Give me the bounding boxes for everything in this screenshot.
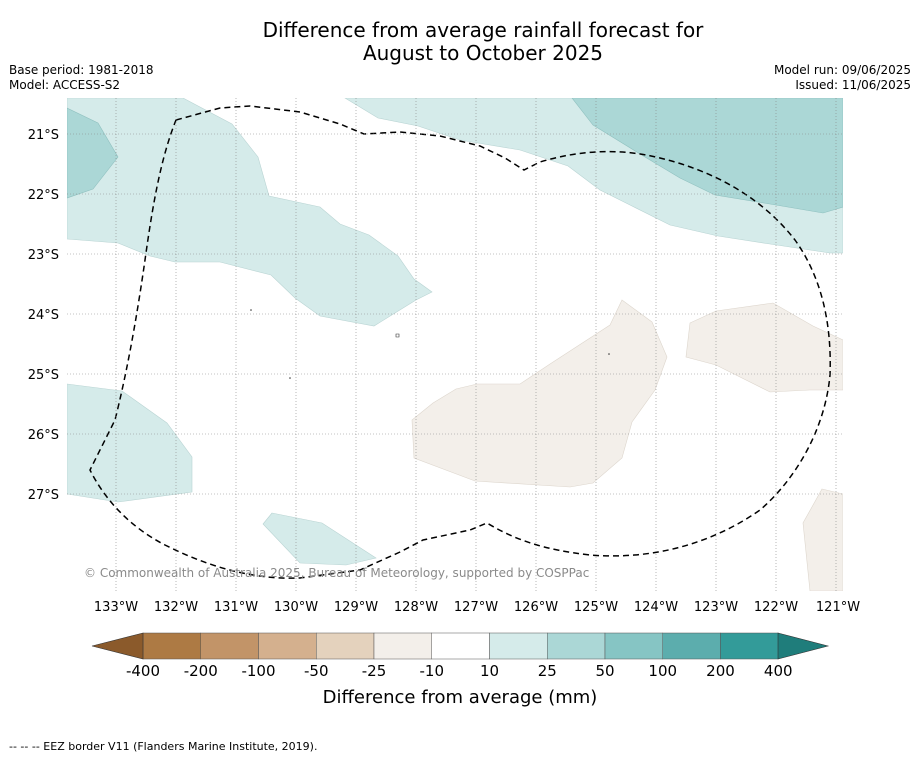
meta-right: Model run: 09/06/2025 Issued: 11/06/2025 bbox=[774, 63, 911, 93]
region-minus10-25mm-southeast bbox=[802, 488, 843, 591]
colorbar-segment bbox=[258, 632, 317, 660]
colorbar-segment bbox=[431, 632, 490, 660]
meta-left: Base period: 1981-2018 Model: ACCESS-S2 bbox=[9, 63, 154, 93]
region-10-25mm-north bbox=[67, 98, 433, 327]
lon-label: 121°W bbox=[816, 600, 860, 615]
colorbar-segment bbox=[489, 632, 548, 660]
lat-label: 25°S bbox=[28, 368, 59, 383]
eez-border bbox=[89, 105, 831, 579]
colorbar-segment bbox=[662, 632, 721, 660]
lon-label: 131°W bbox=[214, 600, 258, 615]
lat-label: 27°S bbox=[28, 488, 59, 503]
colorbar-tick-label: -25 bbox=[362, 662, 387, 680]
speck bbox=[395, 333, 400, 338]
lon-label: 123°W bbox=[694, 600, 738, 615]
speck bbox=[608, 353, 610, 355]
colorbar-segment bbox=[200, 632, 259, 660]
colorbar-segment bbox=[316, 632, 375, 660]
model-run-text: Model run: 09/06/2025 bbox=[773, 63, 911, 77]
colorbar-tick-label: -200 bbox=[184, 662, 218, 680]
colorbar-segment bbox=[720, 632, 779, 660]
title-line-2: August to October 2025 bbox=[362, 41, 604, 65]
model-text: Model: ACCESS-S2 bbox=[9, 78, 121, 92]
colorbar-segment bbox=[604, 632, 663, 660]
colorbar: -400 -200 -100 -50 -25 -10 10 25 50 100 200 400 Dif… bbox=[91, 632, 830, 708]
colorbar-under-arrow bbox=[91, 632, 144, 660]
base-period-text: Base period: 1981-2018 bbox=[9, 63, 154, 77]
colorbar-ticks: -400 -200 -100 -50 -25 -10 10 25 50 100 200 400 bbox=[126, 662, 793, 680]
colorbar-over-arrow bbox=[777, 632, 830, 660]
lat-labels: 21°S 22°S 23°S 24°S 25°S 26°S 27°S bbox=[28, 128, 59, 503]
region-minus10-25mm-center bbox=[411, 299, 668, 488]
lon-label: 129°W bbox=[334, 600, 378, 615]
lon-label: 132°W bbox=[154, 600, 198, 615]
region-25-50mm-northeast bbox=[571, 98, 843, 214]
lon-labels: 133°W 132°W 131°W 130°W 129°W 128°W 127°… bbox=[94, 600, 860, 615]
region-minus10-25mm-east bbox=[685, 302, 843, 393]
copyright-text: © Commonwealth of Australia 2025, Bureau… bbox=[84, 566, 589, 580]
speck bbox=[250, 309, 252, 311]
lon-label: 124°W bbox=[634, 600, 678, 615]
map-title: Difference from average rainfall forecas… bbox=[0, 19, 919, 65]
region-10-25mm-west bbox=[67, 383, 193, 503]
colorbar-tick-label: 50 bbox=[595, 662, 614, 680]
eez-legend-text: -- -- -- EEZ border V11 (Flanders Marine… bbox=[9, 740, 318, 753]
speck bbox=[289, 377, 291, 379]
lon-label: 126°W bbox=[514, 600, 558, 615]
region-25-50mm-northwest bbox=[67, 107, 119, 199]
colorbar-segment bbox=[547, 632, 606, 660]
lon-label: 127°W bbox=[454, 600, 498, 615]
colorbar-tick-label: -50 bbox=[304, 662, 329, 680]
colorbar-tick-label: 10 bbox=[480, 662, 499, 680]
lat-label: 21°S bbox=[28, 128, 59, 143]
lat-label: 22°S bbox=[28, 188, 59, 203]
lat-label: 24°S bbox=[28, 308, 59, 323]
region-10-25mm-south bbox=[262, 512, 377, 566]
colorbar-tick-label: 100 bbox=[648, 662, 677, 680]
colorbar-boxes bbox=[142, 632, 779, 660]
lon-label: 128°W bbox=[394, 600, 438, 615]
colorbar-tick-label: 200 bbox=[706, 662, 735, 680]
graticule bbox=[67, 98, 843, 591]
issued-text: Issued: 11/06/2025 bbox=[795, 78, 911, 92]
lon-label: 133°W bbox=[94, 600, 138, 615]
colorbar-label: Difference from average (mm) bbox=[323, 687, 598, 708]
colorbar-segment bbox=[373, 632, 432, 660]
lat-label: 26°S bbox=[28, 428, 59, 443]
colorbar-tick-label: 400 bbox=[764, 662, 793, 680]
lon-label: 125°W bbox=[574, 600, 618, 615]
lon-label: 130°W bbox=[274, 600, 318, 615]
colorbar-segment bbox=[142, 632, 201, 660]
map-plot-area: © Commonwealth of Australia 2025, Bureau… bbox=[67, 98, 843, 591]
title-line-1: Difference from average rainfall forecas… bbox=[262, 18, 704, 42]
colorbar-tick-label: 25 bbox=[538, 662, 557, 680]
lon-label: 122°W bbox=[754, 600, 798, 615]
colorbar-tick-label: -10 bbox=[420, 662, 445, 680]
lat-label: 23°S bbox=[28, 248, 59, 263]
colorbar-tick-label: -400 bbox=[126, 662, 160, 680]
colorbar-tick-label: -100 bbox=[241, 662, 275, 680]
